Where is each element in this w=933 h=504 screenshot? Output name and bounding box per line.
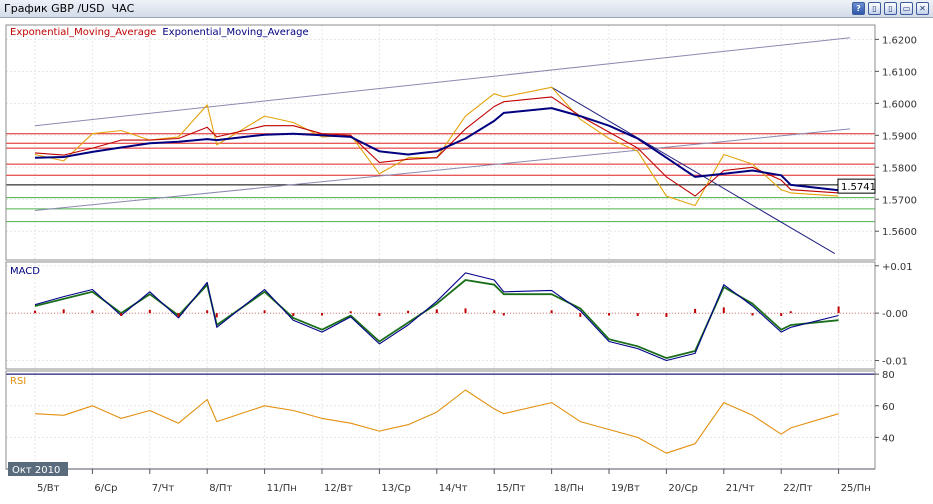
macd-histogram-bar	[120, 313, 123, 316]
x-tick-label: 21/Чт	[726, 483, 755, 494]
rsi-ytick-label: 60	[882, 402, 895, 413]
macd-histogram-bar	[206, 310, 209, 314]
macd-histogram-bar	[62, 309, 65, 314]
rsi-ytick-label: 80	[882, 370, 895, 381]
macd-histogram-bar	[493, 310, 496, 314]
macd-title: MACD	[10, 266, 40, 277]
rsi-title: RSI	[10, 376, 26, 387]
macd-series-line-1	[34, 272, 839, 362]
period-label: Окт 2010	[12, 465, 60, 476]
price-ytick-label: 1.6100	[882, 67, 917, 78]
macd-histogram-bar	[263, 310, 266, 314]
period-label-box	[8, 462, 68, 476]
x-tick-label: 22/Пт	[783, 483, 813, 494]
macd-histogram-bar	[694, 308, 697, 314]
current-price-tag	[837, 178, 876, 194]
tile-button[interactable]: ▯	[884, 2, 897, 15]
macd-histogram-bar	[608, 313, 610, 316]
macd-histogram-bar	[215, 313, 218, 318]
x-tick-label: 18/Пн	[554, 483, 584, 494]
trend-line	[34, 37, 851, 127]
price-ytick-label: 1.5800	[882, 163, 917, 174]
trend-line	[34, 128, 851, 211]
minimize-button[interactable]: ▭	[900, 2, 913, 15]
macd-histogram-bar	[34, 310, 36, 314]
price-panel-frame	[5, 24, 876, 261]
legend-entry-1: Exponential_Moving_Average	[162, 27, 308, 38]
macd-panel-frame	[5, 261, 876, 370]
trend-line	[551, 86, 836, 255]
macd-histogram-bar	[837, 306, 840, 314]
macd-histogram-bar	[665, 313, 668, 317]
x-tick-label: 14/Чт	[439, 483, 468, 494]
macd-histogram-bar	[579, 313, 582, 317]
legend-entry-0: Exponential_Moving_Average	[10, 27, 156, 38]
x-tick-label: 5/Вт	[37, 483, 60, 494]
price-ytick-label: 1.5900	[882, 131, 917, 142]
x-tick-label: 12/Вт	[324, 483, 353, 494]
x-tick-label: 15/Пт	[496, 483, 526, 494]
macd-histogram-bar	[407, 310, 410, 314]
help-button[interactable]: ?	[852, 2, 865, 15]
macd-ytick-label: -0.00	[882, 309, 908, 320]
price-ytick-label: 1.6000	[882, 99, 917, 110]
macd-histogram-bar	[349, 311, 352, 314]
price-ytick-label: 1.5600	[882, 227, 917, 238]
price-ytick-label: 1.5700	[882, 195, 917, 206]
rsi-ytick-label: 40	[882, 433, 895, 444]
x-tick-label: 13/Ср	[381, 483, 410, 494]
macd-histogram-bar	[722, 307, 725, 314]
macd-histogram-bar	[177, 313, 180, 317]
title-bar: График GBP /USD ЧАС ? ▯ ▯ ▭ ✕	[0, 0, 933, 18]
macd-histogram-bar	[91, 310, 94, 314]
price-series-line-2	[34, 107, 839, 192]
macd-histogram-bar	[435, 309, 438, 314]
macd-histogram-bar	[550, 310, 553, 314]
restore-button[interactable]: ▯	[868, 2, 881, 15]
x-tick-label: 25/Пн	[841, 483, 871, 494]
window-title: График GBP /USD ЧАС	[4, 2, 135, 15]
macd-histogram-bar	[751, 313, 754, 316]
macd-histogram-bar	[636, 313, 639, 316]
price-series-line-1	[34, 96, 839, 197]
macd-histogram-bar	[789, 311, 792, 314]
macd-histogram-bar	[292, 313, 295, 316]
x-tick-label: 20/Ср	[668, 483, 697, 494]
macd-histogram-bar	[502, 313, 505, 316]
price-legend: Exponential_Moving_Average Exponential_Mo…	[10, 27, 309, 38]
macd-ytick-label: +0.01	[882, 262, 913, 273]
x-tick-label: 8/Пт	[209, 483, 232, 494]
macd-histogram-bar	[148, 309, 151, 314]
macd-histogram-bar	[378, 313, 381, 316]
x-tick-label: 7/Чт	[152, 483, 175, 494]
macd-histogram-bar	[321, 313, 323, 316]
macd-ytick-label: -0.01	[882, 356, 908, 367]
x-tick-label: 6/Ср	[94, 483, 117, 494]
chart-area[interactable]: 1.6200 1.6100 1.6000 1.5900 1.5800 1.5700 1.56…	[0, 18, 933, 504]
close-button[interactable]: ✕	[916, 2, 929, 15]
x-tick-label: 19/Вт	[611, 483, 640, 494]
rsi-series-line-0	[34, 389, 839, 454]
price-ytick-label: 1.6200	[882, 35, 917, 46]
macd-histogram-bar	[464, 308, 467, 314]
current-price-label: 1.5741	[841, 182, 876, 193]
macd-histogram-bar	[780, 313, 783, 316]
x-tick-label: 11/Пн	[267, 483, 297, 494]
window-controls: ? ▯ ▯ ▭ ✕	[852, 2, 929, 15]
